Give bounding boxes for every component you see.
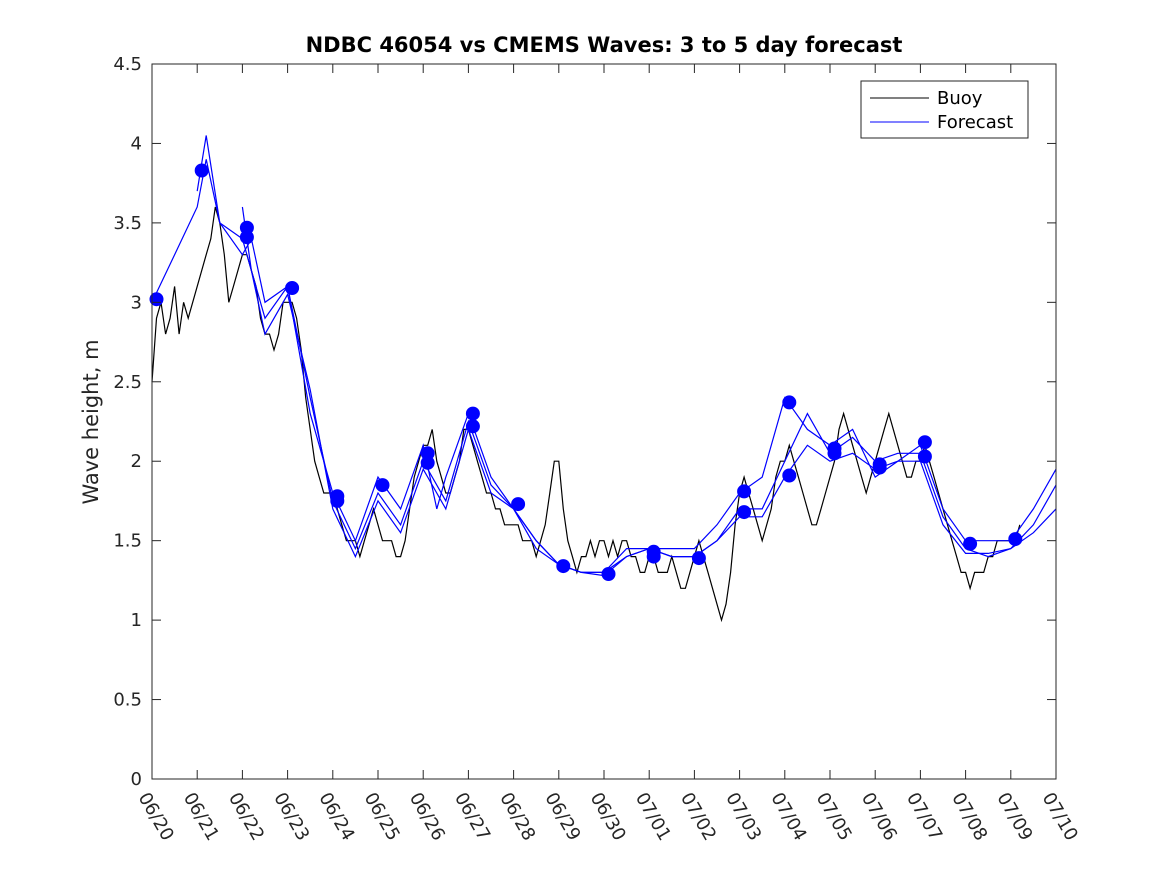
x-tick-label: 07/10 [1038, 789, 1082, 844]
legend: Buoy Forecast [860, 80, 1029, 139]
forecast-marker [737, 484, 752, 499]
forecast-marker [917, 435, 932, 450]
x-tick-label: 06/20 [134, 789, 178, 844]
y-tick-label: 2.5 [113, 372, 142, 393]
x-tick-label: 07/06 [857, 789, 901, 844]
x-tick-label: 07/05 [812, 789, 856, 844]
x-tick-label: 06/21 [179, 789, 223, 844]
y-tick-label: 4 [131, 133, 142, 154]
forecast-marker [963, 536, 978, 551]
x-tick-label: 07/09 [992, 789, 1036, 844]
forecast-line-3 [241, 206, 1057, 573]
x-tick-label: 06/30 [586, 789, 630, 844]
forecast-marker [872, 460, 887, 475]
forecast-marker [375, 478, 390, 493]
forecast-marker [737, 505, 752, 520]
forecast-marker [285, 281, 300, 295]
forecast-marker [782, 468, 797, 483]
forecast-marker [239, 230, 254, 245]
x-tick-label: 06/24 [314, 789, 358, 844]
forecast-marker [556, 559, 571, 574]
y-tick-label: 1.5 [113, 531, 142, 552]
legend-buoy-label: Buoy [937, 88, 983, 109]
legend-forecast-label: Forecast [937, 112, 1013, 133]
x-tick-label: 07/01 [631, 789, 675, 844]
forecast-marker [827, 446, 842, 461]
y-tick-label: 0 [131, 769, 142, 790]
forecast-marker [330, 493, 345, 508]
x-tick-label: 06/23 [269, 789, 313, 844]
forecast-marker [465, 419, 480, 434]
y-axis-label: Wave height, m [79, 339, 103, 504]
y-tick-label: 3 [131, 292, 142, 313]
y-tick-label: 3.5 [113, 213, 142, 234]
forecast-marker [601, 567, 616, 581]
forecast-marker [917, 449, 932, 464]
x-tick-label: 07/02 [676, 789, 720, 844]
x-tick-label: 07/08 [947, 789, 991, 844]
x-tick-label: 06/25 [360, 789, 404, 844]
x-tick-label: 07/03 [721, 789, 765, 844]
legend-box [860, 80, 1029, 139]
forecast-marker [194, 163, 209, 178]
forecast-marker [511, 497, 526, 512]
x-tick-label: 07/04 [766, 789, 810, 844]
forecast-marker [1008, 532, 1023, 547]
chart-title: NDBC 46054 vs CMEMS Waves: 3 to 5 day fo… [306, 33, 903, 57]
x-tick-label: 06/26 [405, 789, 449, 844]
forecast-marker [646, 549, 661, 564]
forecast-marker [420, 455, 435, 470]
forecast-marker [465, 406, 480, 421]
y-tick-label: 1 [131, 610, 142, 631]
forecast-marker [691, 551, 706, 566]
plot-area [152, 64, 1056, 779]
x-tick-label: 06/27 [450, 789, 494, 844]
x-tick-label: 06/28 [495, 789, 539, 844]
y-tick-label: 0.5 [113, 690, 142, 711]
y-tick-label: 2 [131, 451, 142, 472]
forecast-marker [782, 395, 797, 410]
x-tick-label: 07/07 [902, 789, 946, 844]
y-tick-label: 4.5 [113, 54, 142, 75]
x-tick-label: 06/29 [540, 789, 584, 844]
x-tick-label: 06/22 [224, 789, 268, 844]
